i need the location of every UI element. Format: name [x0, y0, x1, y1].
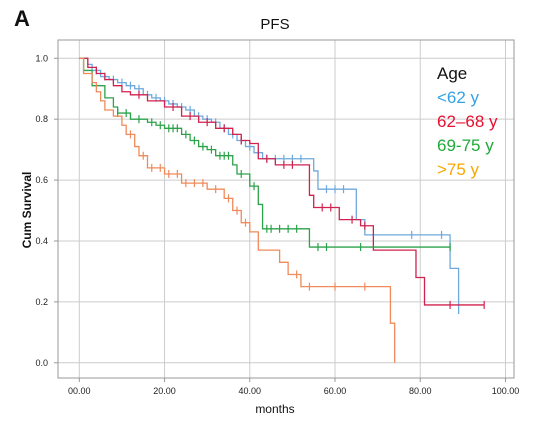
series-line-a62_68: [79, 57, 485, 306]
y-tick-label: 0.0: [35, 358, 48, 368]
x-tick-label: 60.00: [324, 386, 347, 396]
y-tick-label: 1.0: [35, 53, 48, 63]
series-a69_75: [79, 57, 451, 252]
series-a62_68: [79, 57, 485, 309]
x-tick-label: 00.00: [68, 386, 91, 396]
chart-title: PFS: [260, 16, 290, 33]
y-tick-label: 0.4: [35, 236, 48, 246]
legend-item-gt75: >75 y: [437, 160, 480, 179]
x-tick-label: 100.00: [492, 386, 520, 396]
legend: Age <62 y 62–68 y 69-75 y >75 y: [437, 62, 498, 182]
series-group: [79, 57, 485, 363]
x-tick-label: 20.00: [153, 386, 176, 396]
x-tick-label: 80.00: [409, 386, 432, 396]
legend-item-69-75: 69-75 y: [437, 136, 494, 155]
tick-labels: 00.00 20.00 40.00 60.00 80.00 100.00 0.0 0.2 0.4…: [35, 53, 519, 396]
axes: [54, 39, 515, 382]
y-tick-label: 0.8: [35, 114, 48, 124]
legend-item-lt62: <62 y: [437, 88, 480, 107]
series-line-lt62: [79, 57, 460, 315]
x-tick-label: 40.00: [239, 386, 262, 396]
plot-frame: [57, 39, 515, 379]
grid: [58, 40, 514, 378]
legend-item-62-68: 62–68 y: [437, 112, 498, 131]
y-tick-label: 0.6: [35, 175, 48, 185]
series-gt75: [79, 57, 396, 363]
panel-label: A: [14, 6, 30, 31]
series-lt62: [79, 57, 460, 315]
x-axis-label: months: [255, 402, 295, 416]
y-tick-label: 0.2: [35, 297, 48, 307]
series-line-gt75: [79, 57, 396, 363]
legend-title: Age: [437, 64, 468, 83]
